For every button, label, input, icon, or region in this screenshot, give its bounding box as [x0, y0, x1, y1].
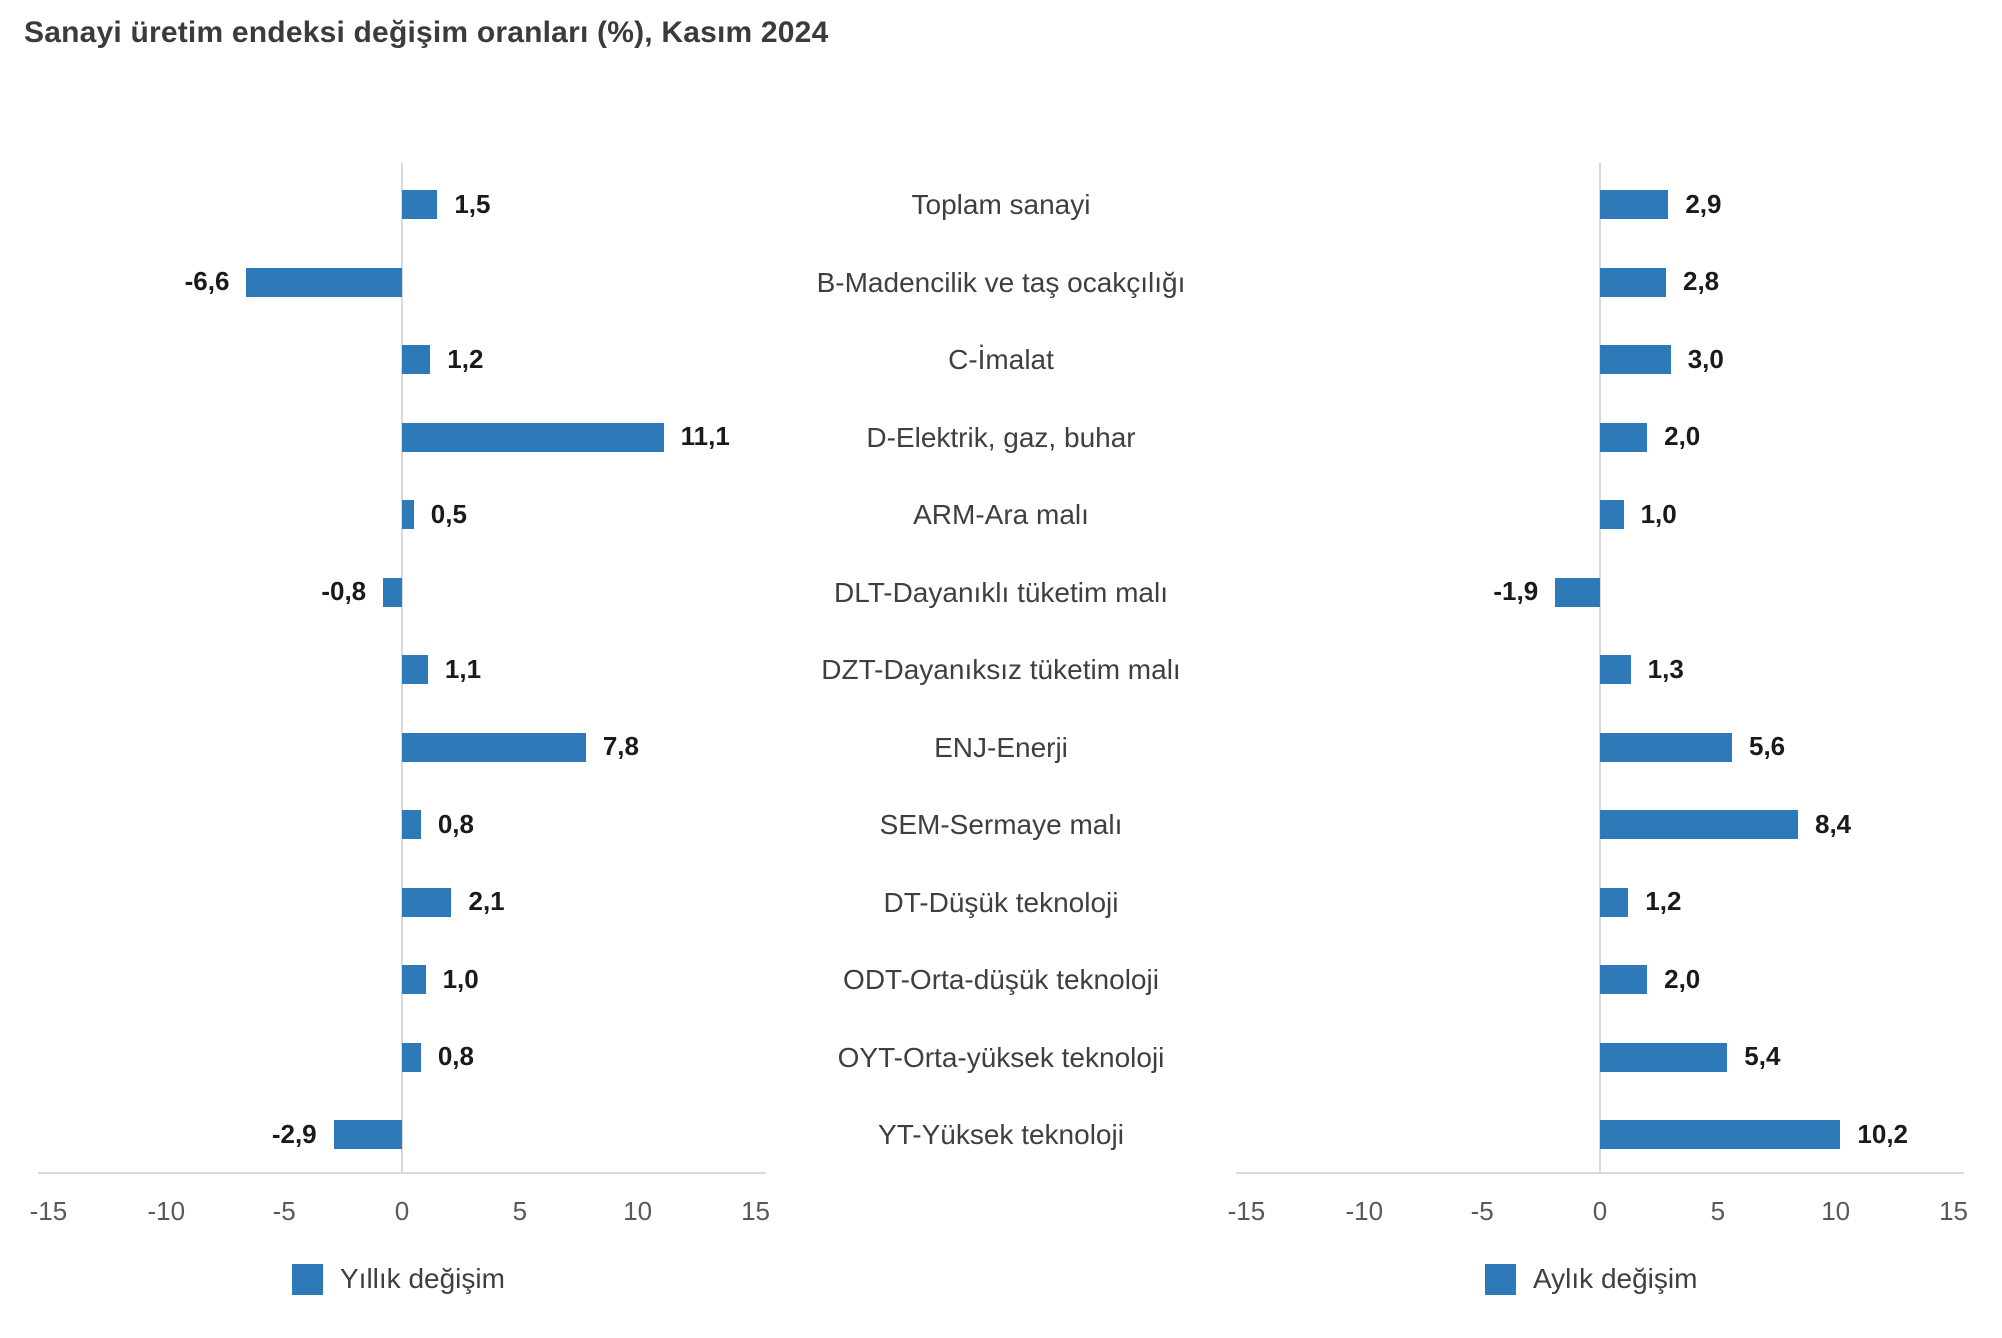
bar-value-monthly: 2,0 — [1664, 421, 1701, 452]
bar-value-monthly: 2,8 — [1682, 266, 1720, 297]
bar-annual — [402, 422, 664, 452]
bar-monthly — [1600, 655, 1631, 685]
bar-value-monthly: 1,2 — [1645, 886, 1682, 917]
bar-annual — [402, 345, 431, 375]
bar-monthly — [1600, 810, 1798, 840]
bar-value-annual: 0,5 — [430, 498, 467, 529]
x-tick-monthly: -5 — [1470, 1196, 1494, 1226]
x-tick-annual: 10 — [623, 1196, 653, 1226]
category-label: OYT-Orta-yüksek teknoloji — [837, 1041, 1165, 1073]
bar-value-annual: -6,6 — [184, 266, 230, 297]
bar-annual — [402, 887, 452, 917]
category-label: B-Madencilik ve taş ocakçılığı — [816, 266, 1186, 298]
bar-annual — [402, 732, 586, 762]
bar-value-annual: 11,1 — [680, 421, 730, 452]
category-label: DZT-Dayanıksız tüketim malı — [821, 654, 1181, 685]
x-axis-line-monthly — [1236, 1172, 1964, 1174]
x-tick-annual: -15 — [29, 1196, 68, 1226]
x-tick-monthly: 15 — [1939, 1196, 1968, 1226]
bar-value-monthly: 8,4 — [1814, 808, 1852, 839]
bar-value-annual: -0,8 — [321, 576, 367, 607]
legend-annual: Yıllık değişim — [292, 1263, 505, 1295]
bar-annual — [402, 810, 421, 840]
category-label: ODT-Orta-düşük teknoloji — [843, 964, 1159, 995]
bar-monthly — [1600, 965, 1648, 995]
bar-monthly — [1600, 1120, 1841, 1150]
bar-monthly — [1600, 422, 1648, 452]
category-label: D-Elektrik, gaz, buhar — [866, 421, 1136, 453]
category-label: DT-Düşük teknoloji — [883, 886, 1119, 918]
x-tick-monthly: -10 — [1345, 1196, 1384, 1226]
category-label: SEM-Sermaye malı — [879, 809, 1123, 840]
x-axis-line-annual — [38, 1172, 766, 1174]
legend-monthly-label: Aylık değişim — [1533, 1263, 1698, 1294]
bar-annual — [402, 965, 426, 995]
legend-monthly: Aylık değişim — [1485, 1263, 1697, 1295]
bar-value-annual: 1,0 — [442, 963, 479, 994]
bar-value-monthly: -1,9 — [1493, 576, 1539, 607]
legend-swatch-annual-icon — [292, 1263, 323, 1295]
bar-monthly — [1600, 732, 1732, 762]
bar-monthly — [1600, 1042, 1728, 1072]
bar-monthly — [1600, 500, 1624, 530]
bar-annual — [383, 577, 402, 607]
bar-value-annual: 2,1 — [468, 886, 505, 917]
legend-annual-label: Yıllık değişim — [340, 1263, 505, 1294]
bar-value-monthly: 10,2 — [1857, 1118, 1909, 1149]
x-tick-monthly: 10 — [1821, 1196, 1851, 1226]
bar-value-annual: 0,8 — [437, 808, 474, 839]
bar-annual — [402, 1042, 421, 1072]
bar-annual — [402, 655, 428, 685]
x-tick-monthly: 5 — [1710, 1196, 1726, 1226]
category-label: ENJ-Enerji — [934, 731, 1068, 763]
category-label: C-İmalat — [948, 344, 1054, 375]
category-label: Toplam sanayi — [911, 189, 1091, 220]
x-tick-annual: 0 — [394, 1196, 410, 1226]
bar-value-annual: 1,1 — [444, 653, 482, 684]
bar-value-monthly: 3,0 — [1687, 343, 1724, 374]
category-label: ARM-Ara malı — [913, 499, 1089, 530]
bar-value-monthly: 5,6 — [1748, 731, 1786, 762]
bar-value-monthly: 2,9 — [1685, 188, 1722, 219]
category-label: DLT-Dayanıklı tüketim malı — [833, 576, 1169, 608]
bar-value-monthly: 2,0 — [1664, 963, 1701, 994]
bar-monthly — [1600, 267, 1666, 297]
x-tick-monthly: 0 — [1592, 1196, 1608, 1226]
bar-monthly — [1600, 345, 1671, 375]
bar-monthly — [1600, 887, 1629, 917]
bar-annual — [246, 267, 402, 297]
bar-value-annual: 7,8 — [602, 731, 639, 762]
bar-value-monthly: 1,0 — [1640, 498, 1677, 529]
bar-monthly — [1555, 577, 1600, 607]
x-tick-annual: -5 — [272, 1196, 296, 1226]
bar-value-monthly: 5,4 — [1744, 1041, 1781, 1072]
bar-annual — [402, 500, 414, 530]
legend-swatch-monthly-icon — [1485, 1263, 1516, 1295]
bar-annual — [333, 1120, 402, 1150]
bar-value-monthly: 1,3 — [1647, 653, 1684, 684]
x-tick-annual: 5 — [512, 1196, 528, 1226]
chart-title: Sanayi üretim endeksi değişim oranları (… — [24, 16, 829, 49]
bar-value-annual: 1,2 — [447, 343, 484, 374]
bar-monthly — [1600, 190, 1669, 220]
x-tick-annual: 15 — [741, 1196, 770, 1226]
bar-value-annual: 1,5 — [454, 188, 491, 219]
category-label: YT-Yüksek teknoloji — [878, 1119, 1124, 1150]
x-tick-annual: -10 — [147, 1196, 186, 1226]
bar-value-annual: 0,8 — [437, 1041, 474, 1072]
x-tick-monthly: -15 — [1227, 1196, 1266, 1226]
bar-value-annual: -2,9 — [271, 1118, 317, 1149]
bar-annual — [402, 190, 438, 220]
